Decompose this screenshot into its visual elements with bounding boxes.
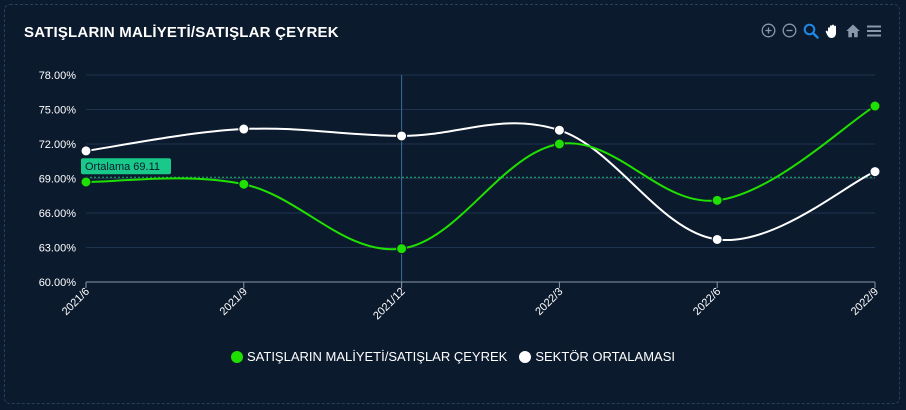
pan-icon[interactable] (823, 22, 840, 39)
data-point-company[interactable] (869, 100, 881, 112)
series-markers[interactable] (80, 100, 881, 255)
chart-legend: SATIŞLARIN MALİYETİ/SATIŞLAR ÇEYREK SEKT… (0, 349, 906, 364)
average-label-box (81, 158, 171, 175)
reset-home-icon[interactable] (844, 22, 861, 39)
data-point-sector[interactable] (553, 124, 565, 136)
data-point-company[interactable] (396, 243, 408, 255)
zoom-out-icon[interactable] (781, 22, 798, 39)
x-tick-label: 2021/9 (218, 286, 250, 318)
series-line-sector (85, 122, 876, 242)
x-tick-label: 2021/12 (371, 286, 408, 323)
series-lines (85, 105, 876, 251)
data-point-sector[interactable] (238, 123, 250, 135)
y-tick-label: 75.00% (39, 105, 77, 117)
data-point-company[interactable] (553, 138, 565, 150)
zoom-selection-icon[interactable] (802, 22, 819, 39)
legend-label-company: SATIŞLARIN MALİYETİ/SATIŞLAR ÇEYREK (247, 349, 508, 364)
chart-toolbar (760, 22, 882, 39)
series-line-company (85, 105, 876, 251)
x-tick-label: 2022/3 (533, 286, 565, 318)
data-point-company[interactable] (711, 194, 723, 206)
y-tick-label: 69.00% (39, 174, 77, 186)
y-tick-label: 60.00% (39, 277, 77, 289)
data-point-sector[interactable] (80, 145, 92, 157)
menu-icon[interactable] (865, 22, 882, 39)
legend-label-sector: SEKTÖR ORTALAMASI (535, 349, 675, 364)
data-point-company[interactable] (80, 176, 92, 188)
chart-title: SATIŞLARIN MALİYETİ/SATIŞLAR ÇEYREK (24, 24, 339, 41)
legend-item-sector[interactable]: SEKTÖR ORTALAMASI (519, 349, 675, 364)
data-point-sector[interactable] (711, 233, 723, 245)
y-axis-ticks: 60.00% 63.00% 66.00% 69.00% 72.00% 75.00% 78.0… (39, 70, 77, 289)
y-tick-label: 63.00% (39, 243, 77, 255)
average-label: Ortalama 69.11 (85, 161, 160, 173)
x-tick-label: 2021/6 (60, 286, 92, 318)
legend-item-company[interactable]: SATIŞLARIN MALİYETİ/SATIŞLAR ÇEYREK (231, 349, 507, 364)
chart-card (4, 4, 900, 404)
average-annotation: Ortalama 69.11 (81, 158, 875, 178)
data-point-company[interactable] (238, 178, 250, 190)
data-point-sector[interactable] (396, 130, 408, 142)
legend-marker-sector (519, 350, 532, 363)
legend-marker-company (231, 350, 243, 363)
y-tick-label: 72.00% (39, 139, 77, 151)
x-tick-label: 2022/9 (849, 286, 881, 318)
x-axis-ticks: 2021/6 2021/9 2021/12 2022/3 2022/6 2022/9 (60, 282, 881, 322)
gridlines (86, 74, 875, 283)
data-point-sector[interactable] (869, 166, 881, 178)
x-tick-label: 2022/6 (691, 286, 723, 318)
y-tick-label: 66.00% (39, 208, 77, 220)
y-tick-label: 78.00% (39, 70, 77, 82)
zoom-in-icon[interactable] (760, 22, 777, 39)
